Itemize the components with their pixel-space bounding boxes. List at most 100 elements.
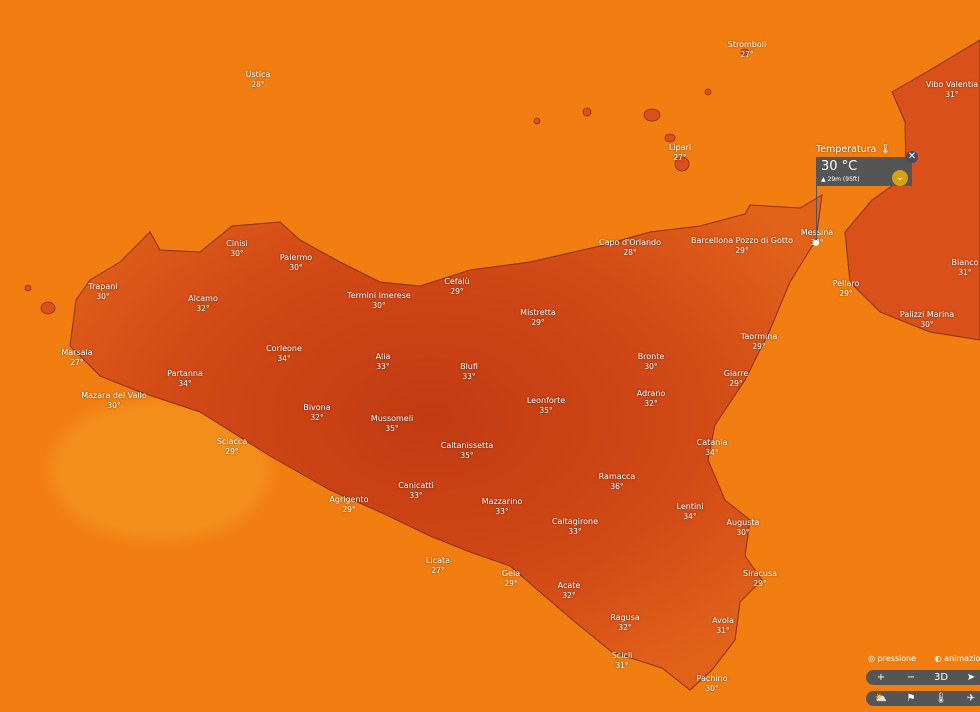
city-label[interactable]: Canicattì 33° bbox=[398, 481, 434, 501]
city-name: Ramacca bbox=[598, 472, 636, 481]
city-name: Blufi bbox=[460, 362, 478, 371]
city-temp: 29° bbox=[225, 447, 239, 456]
city-label[interactable]: Cinisi 30° bbox=[226, 239, 248, 259]
city-label[interactable]: Acate 32° bbox=[558, 581, 581, 601]
city-label[interactable]: Caltanissetta 35° bbox=[441, 441, 493, 461]
location-dot[interactable] bbox=[813, 240, 819, 246]
animation-toggle[interactable]: ◐ animazione d bbox=[934, 654, 980, 663]
city-label[interactable]: Bronte 30° bbox=[638, 352, 665, 372]
city-temp: 27° bbox=[431, 566, 445, 575]
city-name: Cefalù bbox=[444, 277, 470, 286]
city-name: Palizzi Marina bbox=[899, 310, 955, 319]
city-label[interactable]: Adrano 32° bbox=[637, 389, 666, 409]
city-name: Stromboli bbox=[727, 40, 767, 49]
plane-icon[interactable]: ✈ bbox=[966, 693, 976, 704]
city-name: Caltanissetta bbox=[440, 441, 494, 450]
city-label[interactable]: Mazara del Vallo 30° bbox=[81, 391, 147, 411]
city-label[interactable]: Blufi 33° bbox=[460, 362, 478, 382]
city-temp: 27° bbox=[740, 50, 754, 59]
city-name: Trapani bbox=[88, 282, 118, 291]
city-label[interactable]: Pachino 30° bbox=[696, 674, 727, 694]
close-icon[interactable]: ✕ bbox=[906, 151, 918, 163]
city-label[interactable]: Mussomeli 35° bbox=[371, 414, 413, 434]
city-name: Leonforte bbox=[526, 396, 566, 405]
chevron-down-icon[interactable]: ⌄ bbox=[892, 170, 908, 186]
city-temp: 29° bbox=[504, 579, 518, 588]
popup-value: 30 °C bbox=[821, 159, 858, 174]
city-label[interactable]: Vibo Valentia 31° bbox=[926, 80, 978, 100]
city-label[interactable]: Alcamo 32° bbox=[188, 294, 218, 314]
city-label[interactable]: Trapani 30° bbox=[88, 282, 117, 302]
city-temp: 30° bbox=[289, 263, 303, 272]
city-name: Augusta bbox=[726, 518, 760, 527]
city-name: Partanna bbox=[167, 369, 203, 378]
city-label[interactable]: Siracusa 29° bbox=[743, 569, 777, 589]
city-label[interactable]: Agrigento 29° bbox=[329, 495, 368, 515]
city-name: Taormina bbox=[740, 332, 778, 341]
city-label[interactable]: Capo d'Orlando 28° bbox=[599, 238, 661, 258]
city-temp: 30° bbox=[920, 320, 934, 329]
city-name: Canicattì bbox=[398, 481, 434, 490]
city-label[interactable]: Ragusa 32° bbox=[610, 613, 640, 633]
city-label[interactable]: Mazzarino 33° bbox=[482, 497, 523, 517]
city-label[interactable]: Cefalù 29° bbox=[444, 277, 470, 297]
city-name: Gela bbox=[501, 569, 521, 578]
city-temp: 36° bbox=[610, 482, 624, 491]
zoom-in-button[interactable]: + bbox=[876, 672, 886, 683]
city-label[interactable]: Taormina 29° bbox=[741, 332, 778, 352]
city-temp: 29° bbox=[753, 579, 767, 588]
city-name: Alcamo bbox=[188, 294, 218, 303]
city-label[interactable]: Mistretta 29° bbox=[520, 308, 556, 328]
city-name: Mussomeli bbox=[370, 414, 414, 423]
city-temp: 30° bbox=[705, 684, 719, 693]
city-name: Bivona bbox=[303, 403, 331, 412]
city-label[interactable]: Giarre 29° bbox=[724, 369, 749, 389]
city-label[interactable]: Stromboli 27° bbox=[728, 40, 766, 60]
city-temp: 33° bbox=[495, 507, 509, 516]
city-label[interactable]: Scicli 31° bbox=[612, 651, 633, 671]
city-label[interactable]: Licata 27° bbox=[426, 556, 450, 576]
city-label[interactable]: Barcellona Pozzo di Gotto 29° bbox=[691, 236, 793, 256]
city-name: Bianco bbox=[951, 258, 979, 267]
city-label[interactable]: Alia 33° bbox=[376, 352, 391, 372]
city-label[interactable]: Caltagirone 33° bbox=[552, 517, 598, 537]
city-label[interactable]: Lipari 27° bbox=[669, 143, 691, 163]
flag-icon[interactable]: ⚑ bbox=[906, 693, 916, 704]
city-label[interactable]: Palermo 30° bbox=[280, 253, 312, 273]
pressure-toggle[interactable]: ◎ pressione bbox=[868, 654, 917, 663]
city-name: Alia bbox=[375, 352, 391, 361]
city-label[interactable]: Bivona 32° bbox=[303, 403, 330, 423]
city-label[interactable]: Bianco 31° bbox=[952, 258, 979, 278]
city-temp: 32° bbox=[644, 399, 658, 408]
city-temp: 31° bbox=[615, 661, 629, 670]
locate-icon[interactable]: ➤ bbox=[966, 672, 976, 683]
city-label[interactable]: Palizzi Marina 30° bbox=[900, 310, 954, 330]
city-label[interactable]: Sciacca 29° bbox=[217, 437, 247, 457]
city-label[interactable]: Marsala 27° bbox=[61, 348, 92, 368]
city-label[interactable]: Pellaro 29° bbox=[833, 279, 860, 299]
city-label[interactable]: Partanna 34° bbox=[167, 369, 203, 389]
city-name: Lipari bbox=[668, 143, 692, 152]
city-label[interactable]: Avola 31° bbox=[712, 616, 734, 636]
city-temp: 32° bbox=[618, 623, 632, 632]
layer-toggles: ◎ pressione ◐ animazione d bbox=[868, 654, 980, 663]
city-label[interactable]: Catania 34° bbox=[697, 438, 728, 458]
popup-title: Temperatura 🌡 bbox=[816, 144, 892, 155]
city-name: Termini Imerese bbox=[347, 291, 411, 300]
city-label[interactable]: Ramacca 36° bbox=[599, 472, 636, 492]
city-label[interactable]: Gela 29° bbox=[502, 569, 520, 589]
map-tools: ⛅ ⚑ 🌡 ✈ bbox=[866, 691, 980, 706]
city-label[interactable]: Ustica 28° bbox=[246, 70, 271, 90]
thermometer-tool-icon[interactable]: 🌡 bbox=[934, 693, 948, 704]
city-label[interactable]: Leonforte 35° bbox=[527, 396, 565, 416]
city-label[interactable]: Corleone 34° bbox=[266, 344, 302, 364]
city-name: Mazara del Vallo bbox=[81, 391, 147, 400]
city-label[interactable]: Lentini 34° bbox=[677, 502, 704, 522]
3d-button[interactable]: 3D bbox=[933, 672, 949, 683]
zoom-out-button[interactable]: − bbox=[906, 672, 916, 683]
city-label[interactable]: Augusta 30° bbox=[727, 518, 760, 538]
city-name: Mazzarino bbox=[481, 497, 523, 506]
weather-icon[interactable]: ⛅ bbox=[874, 693, 888, 704]
city-label[interactable]: Termini Imerese 30° bbox=[347, 291, 411, 311]
